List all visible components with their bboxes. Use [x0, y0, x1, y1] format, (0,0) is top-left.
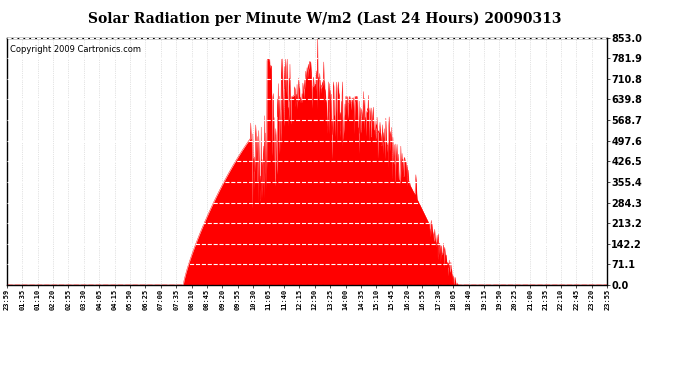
- Text: Solar Radiation per Minute W/m2 (Last 24 Hours) 20090313: Solar Radiation per Minute W/m2 (Last 24…: [88, 11, 561, 26]
- Text: Copyright 2009 Cartronics.com: Copyright 2009 Cartronics.com: [10, 45, 141, 54]
